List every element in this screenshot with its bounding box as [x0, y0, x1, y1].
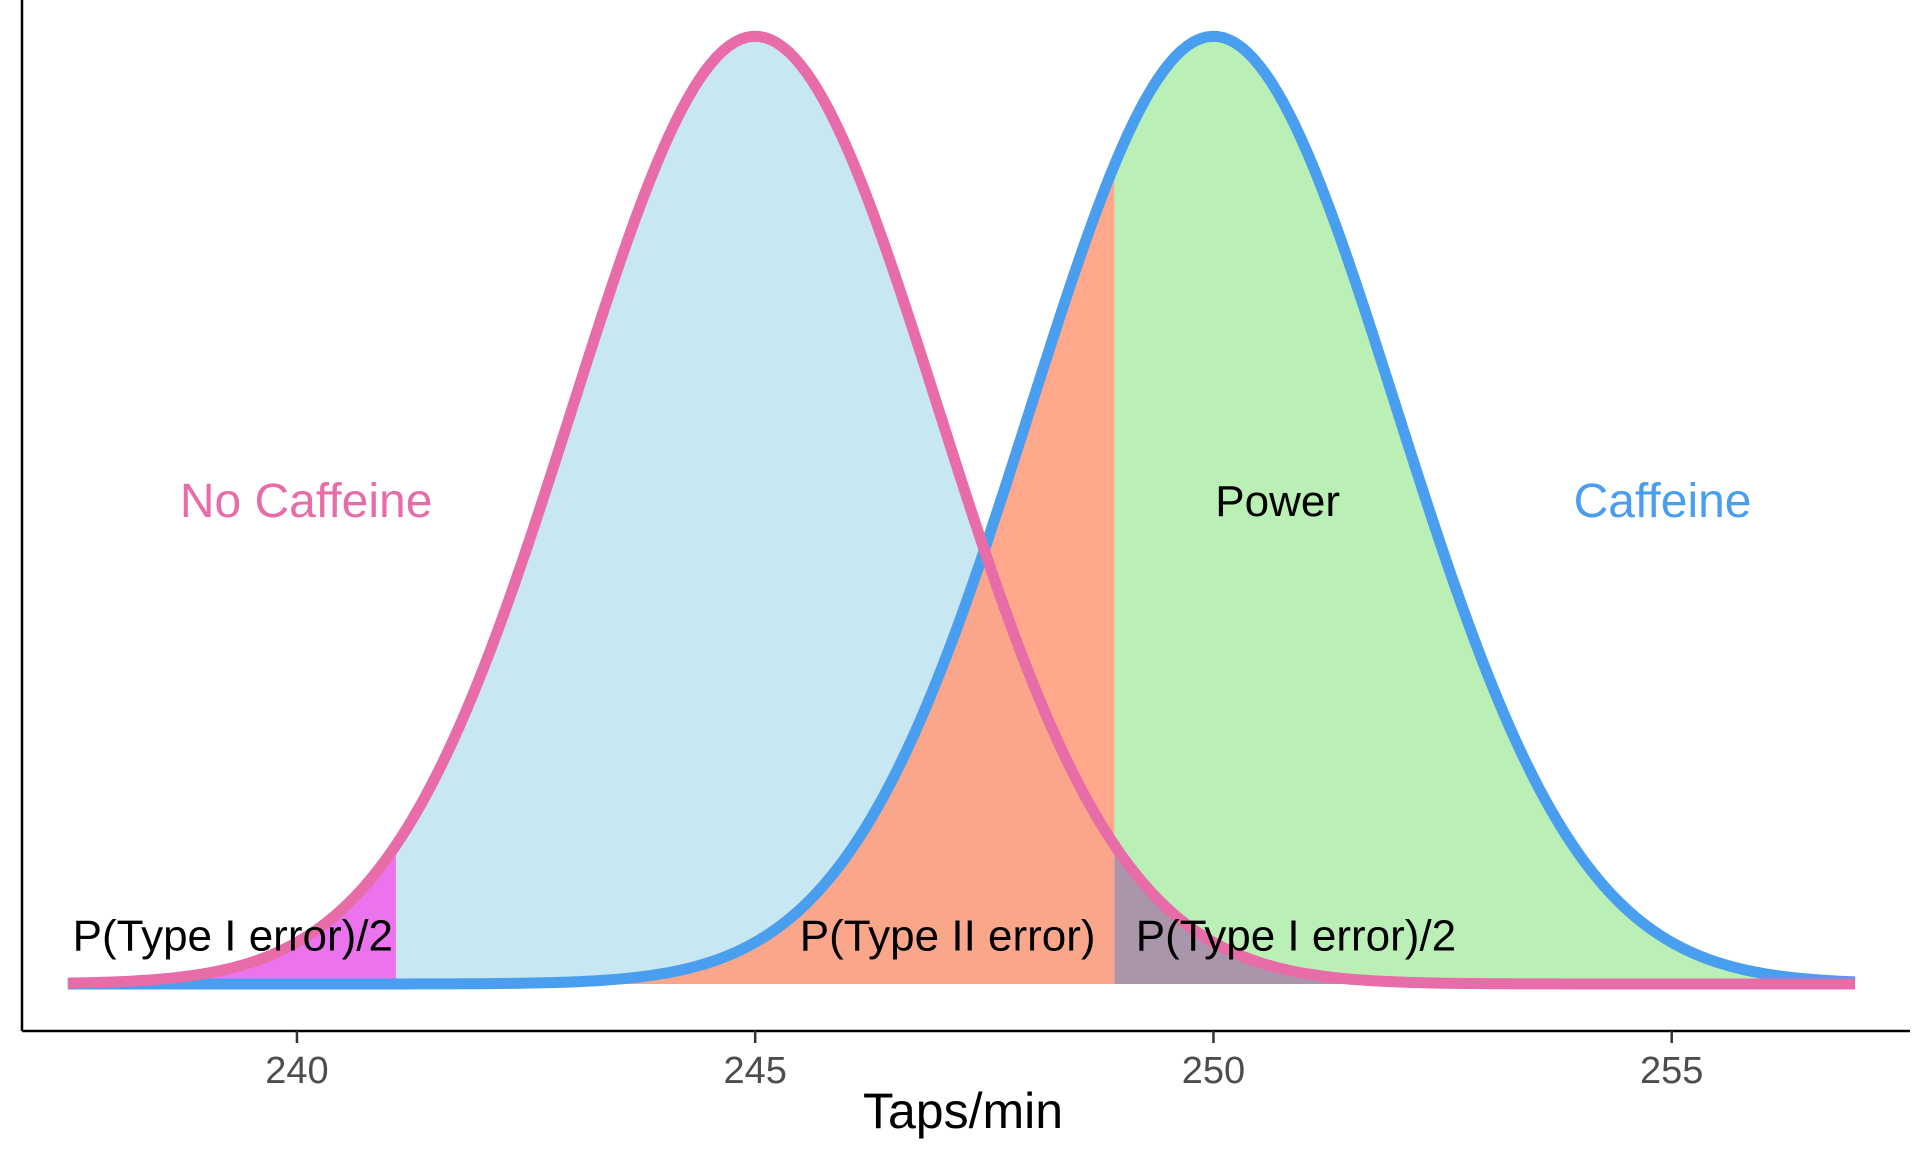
curve-caffeine [67, 30, 1856, 990]
curve-no-caffeine [67, 30, 1856, 990]
region-label-power-2: Power [1215, 477, 1340, 526]
x-tick-label-245: 245 [724, 1050, 787, 1092]
region-p-type-i-error-2-1 [67, 845, 396, 984]
region-label-p-type-ii-error-4: P(Type II error) [800, 911, 1096, 960]
region-p-type-i-error-2-4 [1114, 845, 1856, 984]
shaded-regions [67, 36, 1856, 985]
annotations: No Caffeine Caffeine Power P(Type I error)/… [73, 475, 1752, 961]
x-axis-ticks: 240 245 250 255 [265, 1031, 1703, 1092]
region-label-p-type-i-error-2-3: P(Type I error)/2 [73, 911, 393, 960]
region-power-3 [1114, 36, 1856, 984]
region-label-p-type-i-error-2-5: P(Type I error)/2 [1136, 911, 1456, 960]
x-tick-label-240: 240 [265, 1050, 328, 1092]
axes [20, 0, 1910, 1033]
density-curves [67, 30, 1856, 990]
x-tick-label-250: 250 [1182, 1050, 1245, 1092]
x-tick-label-255: 255 [1640, 1050, 1703, 1092]
series-label-no-caffeine-0: No Caffeine [180, 475, 433, 528]
series-label-caffeine-1: Caffeine [1574, 475, 1752, 528]
x-axis-title: Taps/min [863, 1083, 1063, 1139]
region-p-type-ii-error-2 [67, 164, 1115, 985]
